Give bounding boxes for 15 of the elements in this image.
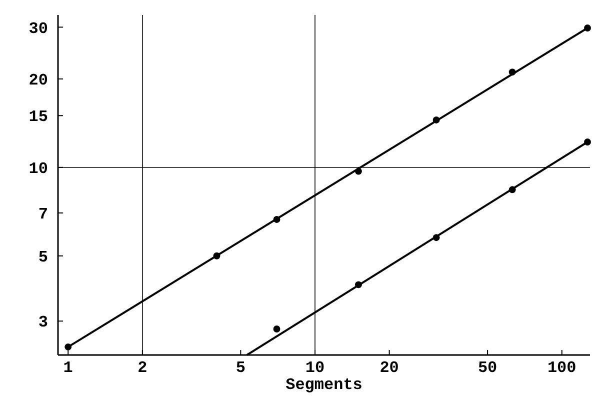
y-tick-label: 10 (28, 160, 48, 178)
y-tick-label: 30 (28, 20, 48, 38)
y-tick-label: 7 (38, 206, 48, 224)
y-tick-label: 3 (38, 314, 48, 332)
x-tick-label: 2 (138, 359, 148, 377)
x-tick-label: 1 (63, 359, 73, 377)
x-tick-label: 5 (236, 359, 246, 377)
x-tick-label: 50 (478, 359, 498, 377)
y-tick-label: 5 (38, 248, 48, 266)
y-tick-label: 20 (28, 72, 48, 90)
x-tick-label: 20 (380, 359, 399, 377)
x-axis-title: Segments (286, 376, 362, 394)
x-tick-label: 100 (547, 359, 576, 377)
x-tick-label: 10 (305, 359, 325, 377)
y-tick-label: 15 (28, 108, 48, 126)
